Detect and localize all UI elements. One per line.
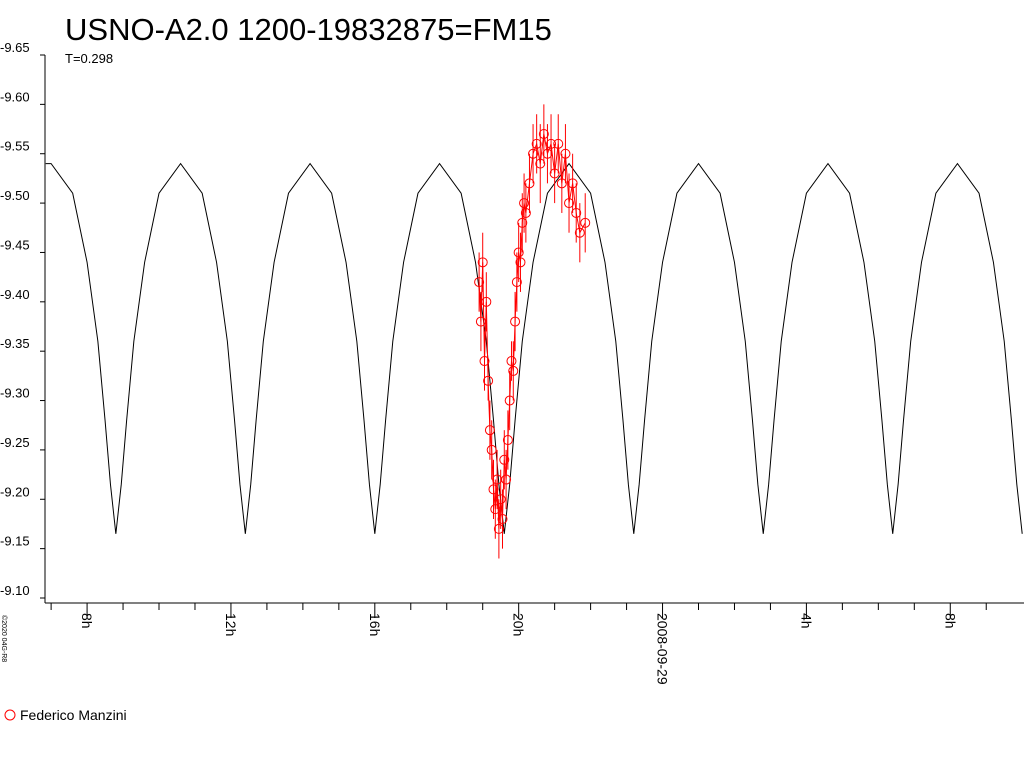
data-point (531, 138, 542, 149)
y-tick-label: -9.20 (0, 484, 30, 499)
legend-marker (4, 709, 16, 721)
data-point (560, 148, 571, 159)
data-point (571, 207, 582, 218)
data-point (474, 277, 485, 288)
x-tick-label: 8h (79, 613, 95, 629)
y-tick-label: -9.25 (0, 435, 30, 450)
data-point (501, 474, 512, 485)
x-tick-label: 2008-09-29 (655, 613, 671, 685)
data-point (515, 257, 526, 268)
y-tick-label: -9.65 (0, 40, 30, 55)
data-point (486, 444, 497, 455)
data-point (493, 523, 504, 534)
data-point (479, 356, 490, 367)
x-tick-label: 8h (942, 613, 958, 629)
data-point (513, 247, 524, 258)
y-tick-label: -9.40 (0, 287, 30, 302)
x-tick-label: 4h (798, 613, 814, 629)
data-point (564, 198, 575, 209)
x-tick-label: 16h (367, 613, 383, 636)
data-point (508, 365, 519, 376)
data-point (553, 138, 564, 149)
data-point (517, 217, 528, 228)
data-point (481, 296, 492, 307)
y-tick-label: -9.50 (0, 188, 30, 203)
y-tick-label: -9.10 (0, 583, 30, 598)
y-tick-label: -9.45 (0, 237, 30, 252)
chart-subtitle: T=0.298 (65, 51, 113, 66)
y-tick-label: -9.35 (0, 336, 30, 351)
data-point (475, 316, 486, 327)
y-tick-label: -9.60 (0, 89, 30, 104)
data-point (574, 227, 585, 238)
credit: ©2020 04G-R8 (0, 615, 8, 662)
data-point (484, 425, 495, 436)
data-point (567, 178, 578, 189)
data-point (535, 158, 546, 169)
data-point (483, 375, 494, 386)
data-point (528, 148, 539, 159)
model-curve (45, 162, 1023, 534)
data-point (490, 504, 501, 515)
data-point (542, 148, 553, 159)
data-point (495, 494, 506, 505)
data-point (504, 395, 515, 406)
data-point (556, 178, 567, 189)
chart-title: USNO-A2.0 1200-19832875=FM15 (65, 12, 552, 47)
legend-label: Federico Manzini (20, 707, 127, 723)
x-tick-label: 20h (511, 613, 527, 636)
y-tick-label: -9.15 (0, 534, 30, 549)
data-point (524, 178, 535, 189)
data-point (506, 356, 517, 367)
data-point (538, 128, 549, 139)
data-point (519, 198, 530, 209)
data-point (502, 435, 513, 446)
y-tick-label: -9.30 (0, 386, 30, 401)
data-point (511, 277, 522, 288)
data-point (520, 207, 531, 218)
x-tick-label: 12h (223, 613, 239, 636)
data-point (477, 257, 488, 268)
y-tick-label: -9.55 (0, 139, 30, 154)
data-point (488, 484, 499, 495)
data-point (549, 168, 560, 179)
data-point (499, 454, 510, 465)
data-point (546, 138, 557, 149)
data-point (510, 316, 521, 327)
data-point (580, 217, 591, 228)
data-point (497, 514, 508, 525)
